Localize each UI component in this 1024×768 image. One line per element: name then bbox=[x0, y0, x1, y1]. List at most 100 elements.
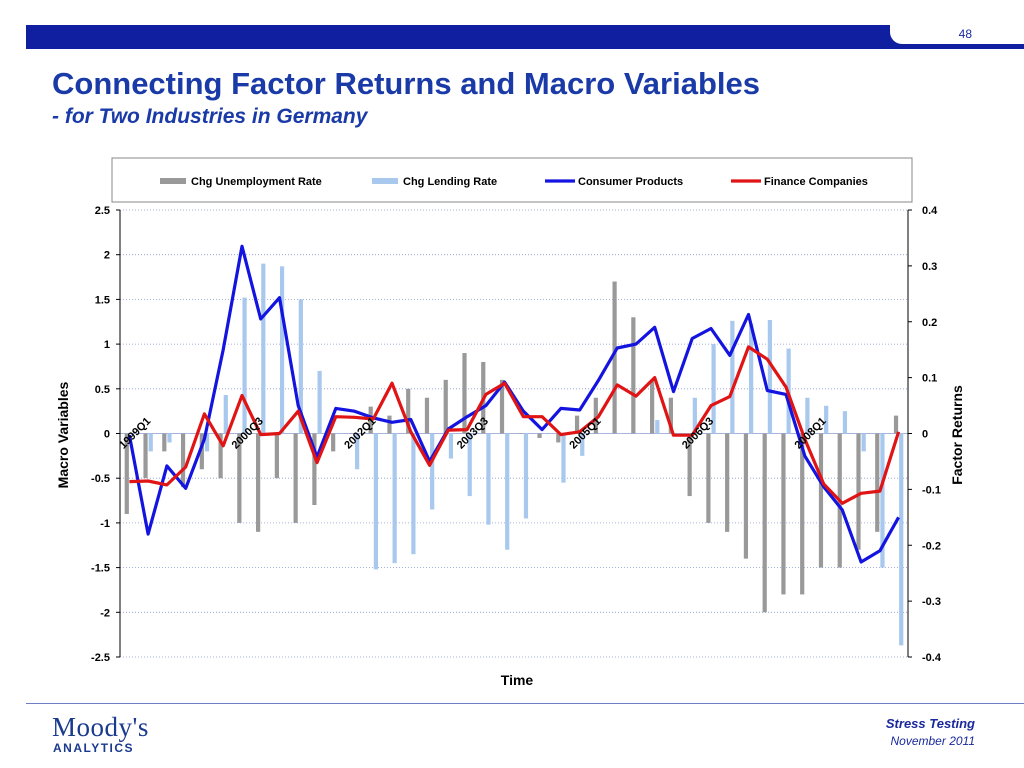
bar-lending-20 bbox=[505, 433, 510, 550]
legend-label-0: Chg Unemployment Rate bbox=[191, 176, 322, 188]
line-finance-companies bbox=[129, 345, 901, 505]
bar-unemployment-12 bbox=[349, 433, 355, 434]
bar-lending-40 bbox=[880, 433, 885, 568]
right-tick-label-2: 0.2 bbox=[922, 317, 937, 329]
bar-unemployment-32 bbox=[725, 433, 730, 532]
right-tick-label-5: -0.1 bbox=[922, 484, 941, 496]
bar-lending-39 bbox=[861, 433, 866, 452]
bar-lending-8 bbox=[279, 266, 285, 434]
line-consumer-products bbox=[127, 244, 900, 564]
bar-unemployment-28 bbox=[650, 379, 655, 434]
footer-rule bbox=[26, 703, 1024, 704]
bar-unemployment-21 bbox=[518, 433, 523, 434]
left-tick-label-0: 2.5 bbox=[95, 205, 110, 217]
bar-lending-26 bbox=[617, 433, 622, 434]
bar-unemployment-17 bbox=[443, 379, 448, 434]
bar-unemployment-23 bbox=[556, 433, 561, 443]
bar-lending-21 bbox=[523, 433, 529, 519]
left-tick-label-6: -0.5 bbox=[91, 473, 110, 485]
bar-lending-18 bbox=[467, 433, 472, 497]
bar-unemployment-5 bbox=[218, 433, 223, 479]
bar-lending-0 bbox=[129, 433, 135, 434]
bar-unemployment-11 bbox=[331, 433, 336, 452]
bar-lending-14 bbox=[392, 433, 397, 564]
bar-lending-41 bbox=[899, 433, 904, 646]
bar-lending-7 bbox=[261, 263, 266, 434]
right-tick-label-8: -0.4 bbox=[922, 652, 942, 664]
bar-lending-36 bbox=[805, 397, 810, 434]
left-tick-label-8: -1.5 bbox=[91, 563, 110, 575]
bar-lending-33 bbox=[749, 323, 754, 434]
bar-unemployment-27 bbox=[631, 317, 636, 434]
bar-lending-25 bbox=[598, 433, 604, 434]
page-subtitle: - for Two Industries in Germany bbox=[52, 105, 368, 128]
bar-lending-15 bbox=[411, 433, 416, 555]
bar-lending-32 bbox=[730, 320, 735, 434]
page-title: Connecting Factor Returns and Macro Vari… bbox=[52, 66, 760, 101]
bar-lending-9 bbox=[298, 299, 303, 434]
bar-unemployment-16 bbox=[424, 397, 430, 434]
bar-lending-24 bbox=[580, 433, 585, 456]
bar-unemployment-31 bbox=[706, 433, 711, 523]
bar-lending-5 bbox=[223, 395, 228, 434]
bar-lending-31 bbox=[711, 344, 716, 434]
left-tick-label-4: 0.5 bbox=[95, 384, 110, 396]
bar-unemployment-40 bbox=[875, 433, 880, 532]
bar-lending-16 bbox=[430, 433, 435, 510]
bar-unemployment-26 bbox=[612, 281, 617, 434]
left-tick-label-5: 0 bbox=[104, 429, 110, 441]
bar-lending-22 bbox=[542, 433, 547, 434]
bar-unemployment-35 bbox=[781, 433, 786, 595]
left-tick-label-7: -1 bbox=[100, 518, 110, 530]
left-tick-label-10: -2.5 bbox=[91, 652, 110, 664]
left-tick-label-1: 2 bbox=[104, 250, 110, 262]
bar-unemployment-34 bbox=[762, 433, 767, 613]
bar-lending-19 bbox=[486, 433, 491, 525]
plot-area: 2.5 2 1.5 1 0.5 0 -0.5 -1 -1.5 -2 -2.5 0.4 0.3 0.2 0.1… bbox=[91, 176, 942, 664]
legend-label-3: Finance Companies bbox=[764, 176, 868, 188]
bar-unemployment-1 bbox=[143, 433, 148, 479]
bar-unemployment-4 bbox=[199, 433, 204, 470]
footer-date: November 2011 bbox=[890, 734, 976, 748]
bar-unemployment-2 bbox=[162, 433, 167, 452]
footer-topic: Stress Testing bbox=[885, 716, 975, 731]
bar-unemployment-3 bbox=[180, 433, 186, 488]
chart-frame bbox=[111, 157, 913, 203]
bar-unemployment-22 bbox=[537, 433, 542, 438]
bar-unemployment-37 bbox=[818, 433, 824, 568]
legend-swatch-0 bbox=[160, 178, 186, 184]
bar-unemployment-36 bbox=[800, 433, 805, 595]
moodys-logo: Moody's bbox=[52, 712, 149, 742]
bar-lending-23 bbox=[561, 433, 566, 483]
bar-lending-28 bbox=[655, 420, 660, 434]
bar-lending-37 bbox=[824, 405, 829, 434]
right-tick-label-0: 0.4 bbox=[922, 205, 938, 217]
y-axis-title-left: Macro Variables bbox=[55, 381, 71, 488]
bar-unemployment-8 bbox=[274, 433, 279, 479]
bar-lending-1 bbox=[148, 433, 153, 452]
bar-unemployment-30 bbox=[687, 433, 692, 497]
bar-unemployment-6 bbox=[237, 433, 242, 523]
bar-unemployment-24 bbox=[574, 415, 580, 434]
bar-unemployment-10 bbox=[312, 433, 317, 506]
legend-swatch-1 bbox=[372, 178, 398, 184]
right-tick-label-7: -0.3 bbox=[922, 596, 941, 608]
bar-unemployment-9 bbox=[293, 433, 298, 523]
bar-lending-38 bbox=[842, 411, 848, 434]
right-tick-label-6: -0.2 bbox=[922, 540, 941, 552]
header-tab bbox=[890, 25, 1024, 44]
bar-unemployment-7 bbox=[256, 433, 261, 532]
chart: 2.5 2 1.5 1 0.5 0 -0.5 -1 -1.5 -2 -2.5 0.4 0.3 0.2 0.1… bbox=[55, 157, 965, 688]
bar-lending-27 bbox=[636, 433, 641, 434]
header-bar bbox=[26, 25, 1024, 49]
bar-lending-30 bbox=[692, 397, 697, 434]
bar-lending-17 bbox=[448, 433, 454, 459]
bar-lending-11 bbox=[336, 433, 341, 434]
bar-lending-4 bbox=[204, 433, 210, 452]
bar-unemployment-14 bbox=[387, 415, 392, 434]
analytics-logo: ANALYTICS bbox=[53, 741, 135, 755]
bar-unemployment-29 bbox=[668, 397, 673, 434]
bar-unemployment-25 bbox=[593, 397, 598, 434]
bar-unemployment-20 bbox=[499, 379, 505, 434]
left-tick-label-2: 1.5 bbox=[95, 294, 110, 306]
